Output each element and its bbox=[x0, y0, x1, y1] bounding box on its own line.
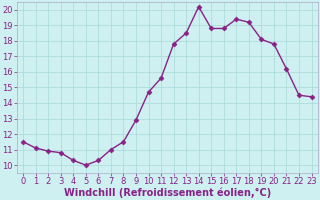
X-axis label: Windchill (Refroidissement éolien,°C): Windchill (Refroidissement éolien,°C) bbox=[64, 187, 271, 198]
